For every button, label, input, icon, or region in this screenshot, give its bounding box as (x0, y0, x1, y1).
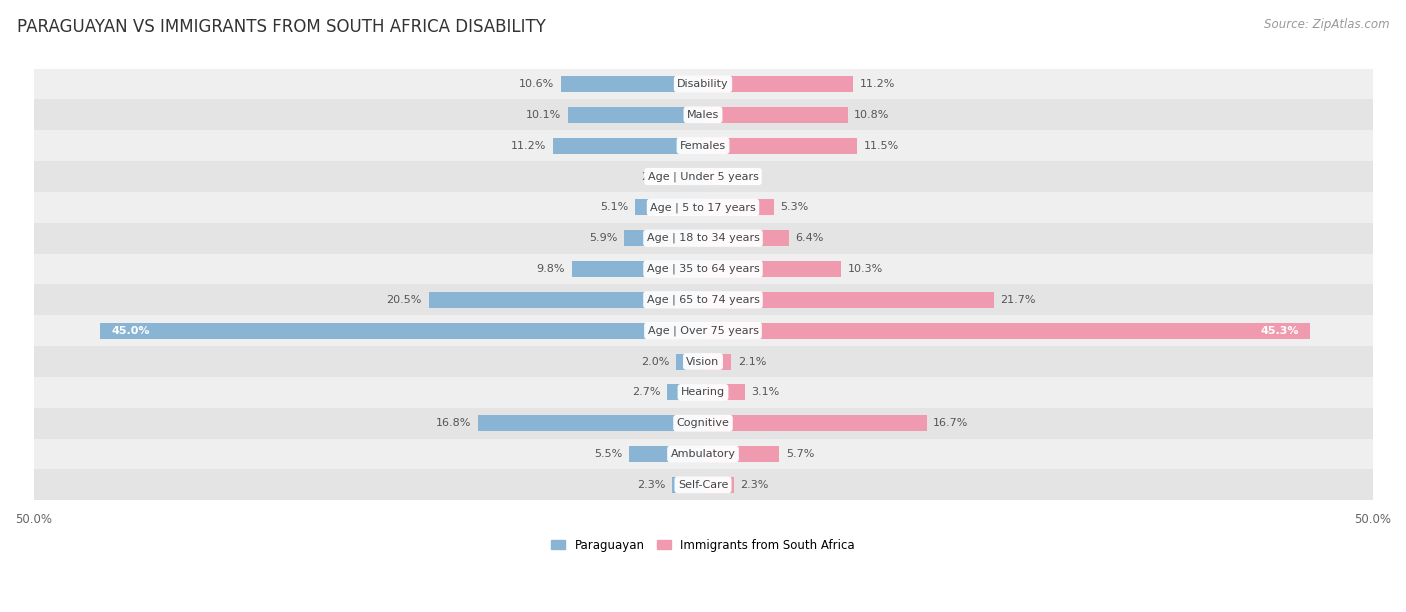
Bar (703, 415, 927, 431)
Bar (34, 439, 1372, 469)
Text: 2.7%: 2.7% (631, 387, 661, 397)
Text: Age | 35 to 64 years: Age | 35 to 64 years (647, 264, 759, 274)
Bar (672, 477, 703, 493)
Bar (429, 292, 703, 308)
Bar (572, 261, 703, 277)
Bar (703, 384, 745, 400)
Text: 45.0%: 45.0% (111, 326, 149, 336)
Text: 11.2%: 11.2% (859, 79, 896, 89)
Bar (553, 138, 703, 154)
Bar (34, 377, 1372, 408)
Bar (34, 469, 1372, 500)
Bar (34, 192, 1372, 223)
Text: Age | 18 to 34 years: Age | 18 to 34 years (647, 233, 759, 244)
Text: 10.3%: 10.3% (848, 264, 883, 274)
Bar (676, 354, 703, 370)
Text: Disability: Disability (678, 79, 728, 89)
Text: Age | 5 to 17 years: Age | 5 to 17 years (650, 202, 756, 212)
Bar (703, 230, 789, 246)
Text: 9.8%: 9.8% (537, 264, 565, 274)
Bar (703, 323, 1309, 338)
Text: 5.1%: 5.1% (600, 203, 628, 212)
Text: 10.6%: 10.6% (519, 79, 554, 89)
Text: 2.0%: 2.0% (641, 357, 669, 367)
Text: 16.7%: 16.7% (934, 418, 969, 428)
Bar (624, 230, 703, 246)
Bar (34, 253, 1372, 285)
Text: 21.7%: 21.7% (1000, 295, 1036, 305)
Bar (34, 223, 1372, 253)
Bar (34, 161, 1372, 192)
Bar (478, 415, 703, 431)
Text: 45.3%: 45.3% (1260, 326, 1299, 336)
Text: 2.3%: 2.3% (741, 480, 769, 490)
Text: Source: ZipAtlas.com: Source: ZipAtlas.com (1264, 18, 1389, 31)
Bar (703, 138, 858, 154)
Text: 2.3%: 2.3% (637, 480, 665, 490)
Bar (630, 446, 703, 462)
Text: 2.1%: 2.1% (738, 357, 766, 367)
Bar (676, 168, 703, 185)
Bar (34, 346, 1372, 377)
Bar (34, 285, 1372, 315)
Text: Females: Females (681, 141, 725, 151)
Bar (561, 76, 703, 92)
Bar (703, 200, 773, 215)
Bar (568, 107, 703, 123)
Text: Ambulatory: Ambulatory (671, 449, 735, 459)
Bar (703, 477, 734, 493)
Bar (34, 130, 1372, 161)
Text: 20.5%: 20.5% (387, 295, 422, 305)
Text: Age | 65 to 74 years: Age | 65 to 74 years (647, 294, 759, 305)
Bar (34, 99, 1372, 130)
Text: Cognitive: Cognitive (676, 418, 730, 428)
Bar (666, 384, 703, 400)
Text: 2.0%: 2.0% (641, 171, 669, 182)
Text: 6.4%: 6.4% (796, 233, 824, 243)
Text: 10.8%: 10.8% (855, 110, 890, 120)
Text: 5.5%: 5.5% (595, 449, 623, 459)
Legend: Paraguayan, Immigrants from South Africa: Paraguayan, Immigrants from South Africa (547, 534, 859, 556)
Bar (34, 69, 1372, 99)
Text: 5.7%: 5.7% (786, 449, 814, 459)
Text: Vision: Vision (686, 357, 720, 367)
Bar (703, 76, 853, 92)
Text: Males: Males (688, 110, 718, 120)
Text: Age | Over 75 years: Age | Over 75 years (648, 326, 758, 336)
Bar (100, 323, 703, 338)
Text: Hearing: Hearing (681, 387, 725, 397)
Bar (703, 292, 994, 308)
Text: PARAGUAYAN VS IMMIGRANTS FROM SOUTH AFRICA DISABILITY: PARAGUAYAN VS IMMIGRANTS FROM SOUTH AFRI… (17, 18, 546, 36)
Bar (703, 261, 841, 277)
Bar (703, 107, 848, 123)
Bar (634, 200, 703, 215)
Text: 5.9%: 5.9% (589, 233, 617, 243)
Text: 11.5%: 11.5% (863, 141, 898, 151)
Bar (703, 168, 718, 185)
Bar (703, 354, 731, 370)
Text: 16.8%: 16.8% (436, 418, 471, 428)
Text: 10.1%: 10.1% (526, 110, 561, 120)
Text: 3.1%: 3.1% (751, 387, 779, 397)
Text: 5.3%: 5.3% (780, 203, 808, 212)
Bar (34, 408, 1372, 439)
Text: Self-Care: Self-Care (678, 480, 728, 490)
Text: Age | Under 5 years: Age | Under 5 years (648, 171, 758, 182)
Text: 11.2%: 11.2% (510, 141, 547, 151)
Text: 1.2%: 1.2% (725, 171, 754, 182)
Bar (703, 446, 779, 462)
Bar (34, 315, 1372, 346)
